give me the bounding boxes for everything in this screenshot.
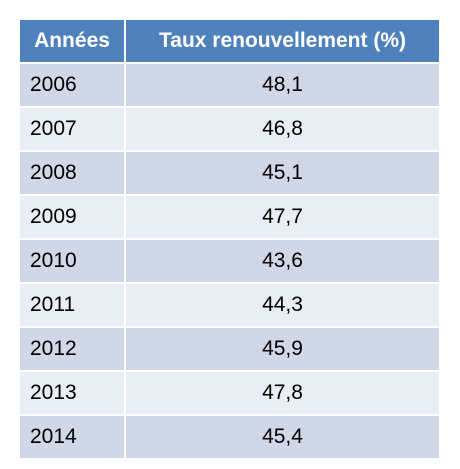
table-row: 2014 45,4 xyxy=(18,414,441,460)
table-row: 2007 46,8 xyxy=(18,106,441,152)
year-cell: 2006 xyxy=(18,62,126,108)
table-row: 2008 45,1 xyxy=(18,150,441,196)
year-cell: 2014 xyxy=(18,414,126,460)
data-table: Années Taux renouvellement (%) 2006 48,1 2… xyxy=(18,18,441,460)
rate-cell: 45,1 xyxy=(124,150,441,196)
table-row: 2010 43,6 xyxy=(18,238,441,284)
table-row: 2011 44,3 xyxy=(18,282,441,328)
rate-cell: 44,3 xyxy=(124,282,441,328)
header-cell: Taux renouvellement (%) xyxy=(124,18,441,64)
table-row: 2009 47,7 xyxy=(18,194,441,240)
table-body: 2006 48,1 2007 46,8 2008 45,1 2009 47,7 2010 43,6… xyxy=(18,62,441,460)
year-cell: 2010 xyxy=(18,238,126,284)
year-cell: 2008 xyxy=(18,150,126,196)
rate-cell: 45,9 xyxy=(124,326,441,372)
rate-cell: 47,8 xyxy=(124,370,441,416)
year-cell: 2013 xyxy=(18,370,126,416)
year-cell: 2007 xyxy=(18,106,126,152)
year-cell: 2011 xyxy=(18,282,126,328)
year-cell: 2009 xyxy=(18,194,126,240)
rate-cell: 47,7 xyxy=(124,194,441,240)
rate-cell: 48,1 xyxy=(124,62,441,108)
header-cell: Années xyxy=(18,18,126,64)
rate-cell: 46,8 xyxy=(124,106,441,152)
table-row: 2013 47,8 xyxy=(18,370,441,416)
table-row: 2012 45,9 xyxy=(18,326,441,372)
year-cell: 2012 xyxy=(18,326,126,372)
header-row: Années Taux renouvellement (%) xyxy=(18,18,441,64)
table-row: 2006 48,1 xyxy=(18,62,441,108)
rate-cell: 45,4 xyxy=(124,414,441,460)
rate-cell: 43,6 xyxy=(124,238,441,284)
